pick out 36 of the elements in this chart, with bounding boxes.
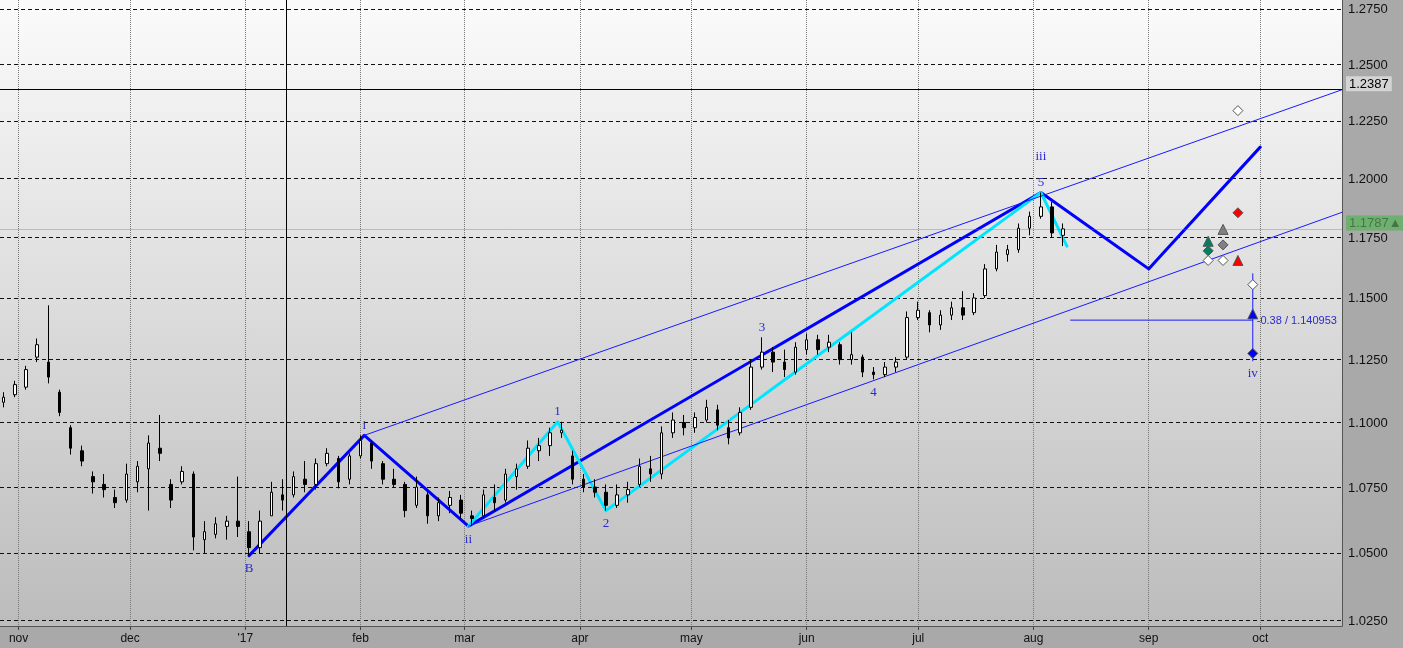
annotation: iii bbox=[1035, 148, 1047, 164]
y-tick-label: 1.1000 bbox=[1348, 415, 1388, 431]
y-tick-label: 1.1500 bbox=[1348, 290, 1388, 306]
x-tick-label: dec bbox=[120, 631, 140, 645]
annotation: 1 bbox=[554, 403, 561, 419]
x-tick-label: jun bbox=[797, 631, 815, 645]
annotation: 2 bbox=[602, 515, 610, 531]
x-tick-label: mar bbox=[454, 631, 476, 645]
x-tick-label: apr bbox=[571, 631, 589, 645]
y-tick-label: 1.0250 bbox=[1348, 613, 1388, 629]
x-tick-label: sep bbox=[1139, 631, 1159, 645]
y-tick-label: 1.2500 bbox=[1348, 56, 1388, 72]
ref-line-label: 1.2387 bbox=[1349, 76, 1389, 92]
annotation: 5 bbox=[1037, 174, 1045, 190]
x-tick-label: nov bbox=[8, 631, 29, 645]
ref-line-label: 1.1787▲ bbox=[1349, 215, 1402, 231]
x-tick-label: '17 bbox=[237, 631, 254, 645]
annotation: ii bbox=[464, 530, 473, 546]
x-tick-label: oct bbox=[1252, 631, 1269, 645]
annotation: 3 bbox=[758, 318, 766, 334]
y-tick-label: 1.0500 bbox=[1348, 545, 1388, 561]
x-tick-label: feb bbox=[352, 631, 370, 645]
annotation: iv bbox=[1247, 365, 1259, 381]
y-tick-label: 1.2750 bbox=[1348, 1, 1388, 17]
annotation: B bbox=[244, 560, 254, 576]
x-tick-label: may bbox=[680, 631, 703, 645]
y-tick-label: 1.1250 bbox=[1348, 352, 1388, 368]
annotation: 4 bbox=[870, 383, 878, 399]
y-tick-label: 1.1750 bbox=[1348, 230, 1388, 246]
x-tick-label: aug bbox=[1023, 631, 1044, 645]
y-tick-label: 1.2000 bbox=[1348, 171, 1388, 187]
y-tick-label: 1.0750 bbox=[1348, 479, 1388, 495]
annotation: i bbox=[362, 416, 367, 432]
y-tick-label: 1.2250 bbox=[1348, 113, 1388, 129]
x-tick-label: jul bbox=[911, 631, 925, 645]
annotation: -0.38 / 1.140953 bbox=[1256, 314, 1337, 327]
